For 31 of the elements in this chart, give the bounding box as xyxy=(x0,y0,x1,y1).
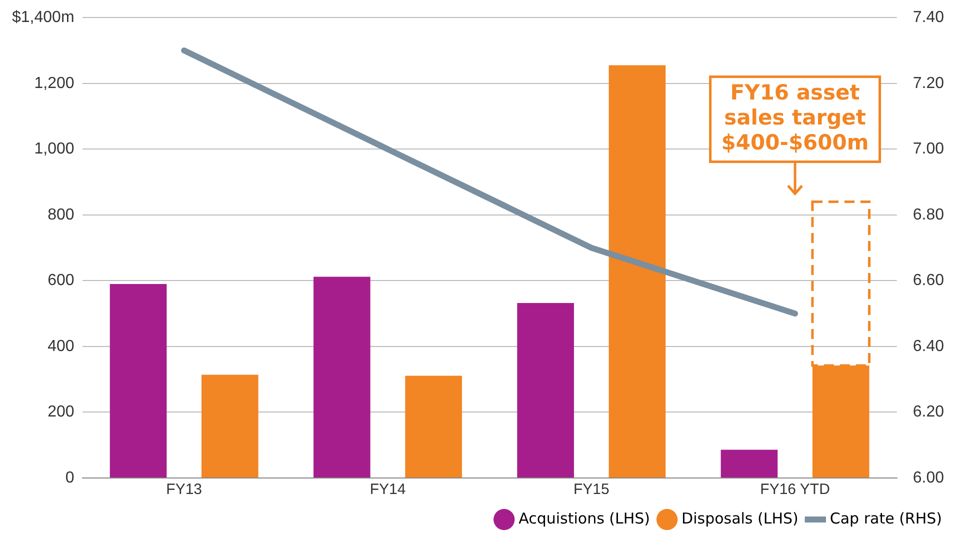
y-tick-label: 800 xyxy=(48,206,74,224)
y-tick-label: 400 xyxy=(48,338,74,355)
y2-tick-label: 7.00 xyxy=(912,140,944,158)
y-tick-label: 200 xyxy=(48,404,74,421)
y-tick-label: 600 xyxy=(48,272,74,290)
y-tick-label: 1,000 xyxy=(34,140,74,158)
bar xyxy=(110,284,167,478)
y-tick-label: 1,200 xyxy=(34,74,74,92)
y2-tick-label: 6.40 xyxy=(912,338,944,355)
x-tick-label: FY13 xyxy=(166,481,202,498)
y2-tick-label: 6.80 xyxy=(912,206,944,224)
y2-tick-label: 7.40 xyxy=(912,9,944,26)
legend-label: Disposals (LHS) xyxy=(682,509,798,528)
y-tick-label: $1,400m xyxy=(12,9,74,26)
annotation: FY16 asset sales target $400-$600m xyxy=(721,80,869,155)
bar xyxy=(314,276,370,478)
y2-tick-label: 6.20 xyxy=(912,404,944,421)
y-tick-label: 0 xyxy=(65,469,74,486)
bar xyxy=(202,374,258,478)
legend-label: Acquistions (LHS) xyxy=(518,509,650,528)
bar xyxy=(720,450,778,478)
bar xyxy=(517,303,574,478)
y2-tick-label: 6.60 xyxy=(912,272,944,290)
y2-tick-label: 6.00 xyxy=(912,469,944,486)
y2-tick-label: 7.20 xyxy=(912,74,944,92)
bar xyxy=(608,65,666,478)
bar xyxy=(405,376,462,478)
x-tick-label: FY16 YTD xyxy=(760,481,830,498)
x-tick-label: FY15 xyxy=(573,481,610,498)
legend-label: Cap rate (RHS) xyxy=(830,509,942,528)
x-tick-label: FY14 xyxy=(370,481,406,498)
